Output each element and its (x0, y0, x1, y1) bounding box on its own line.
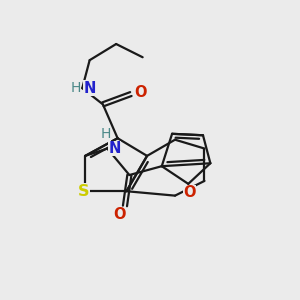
Text: O: O (184, 185, 196, 200)
Text: H: H (70, 81, 81, 95)
Text: O: O (113, 207, 125, 222)
Text: S: S (78, 184, 89, 199)
Text: N: N (84, 81, 96, 96)
Text: N: N (109, 141, 121, 156)
Text: O: O (134, 85, 146, 100)
Text: H: H (100, 127, 111, 141)
